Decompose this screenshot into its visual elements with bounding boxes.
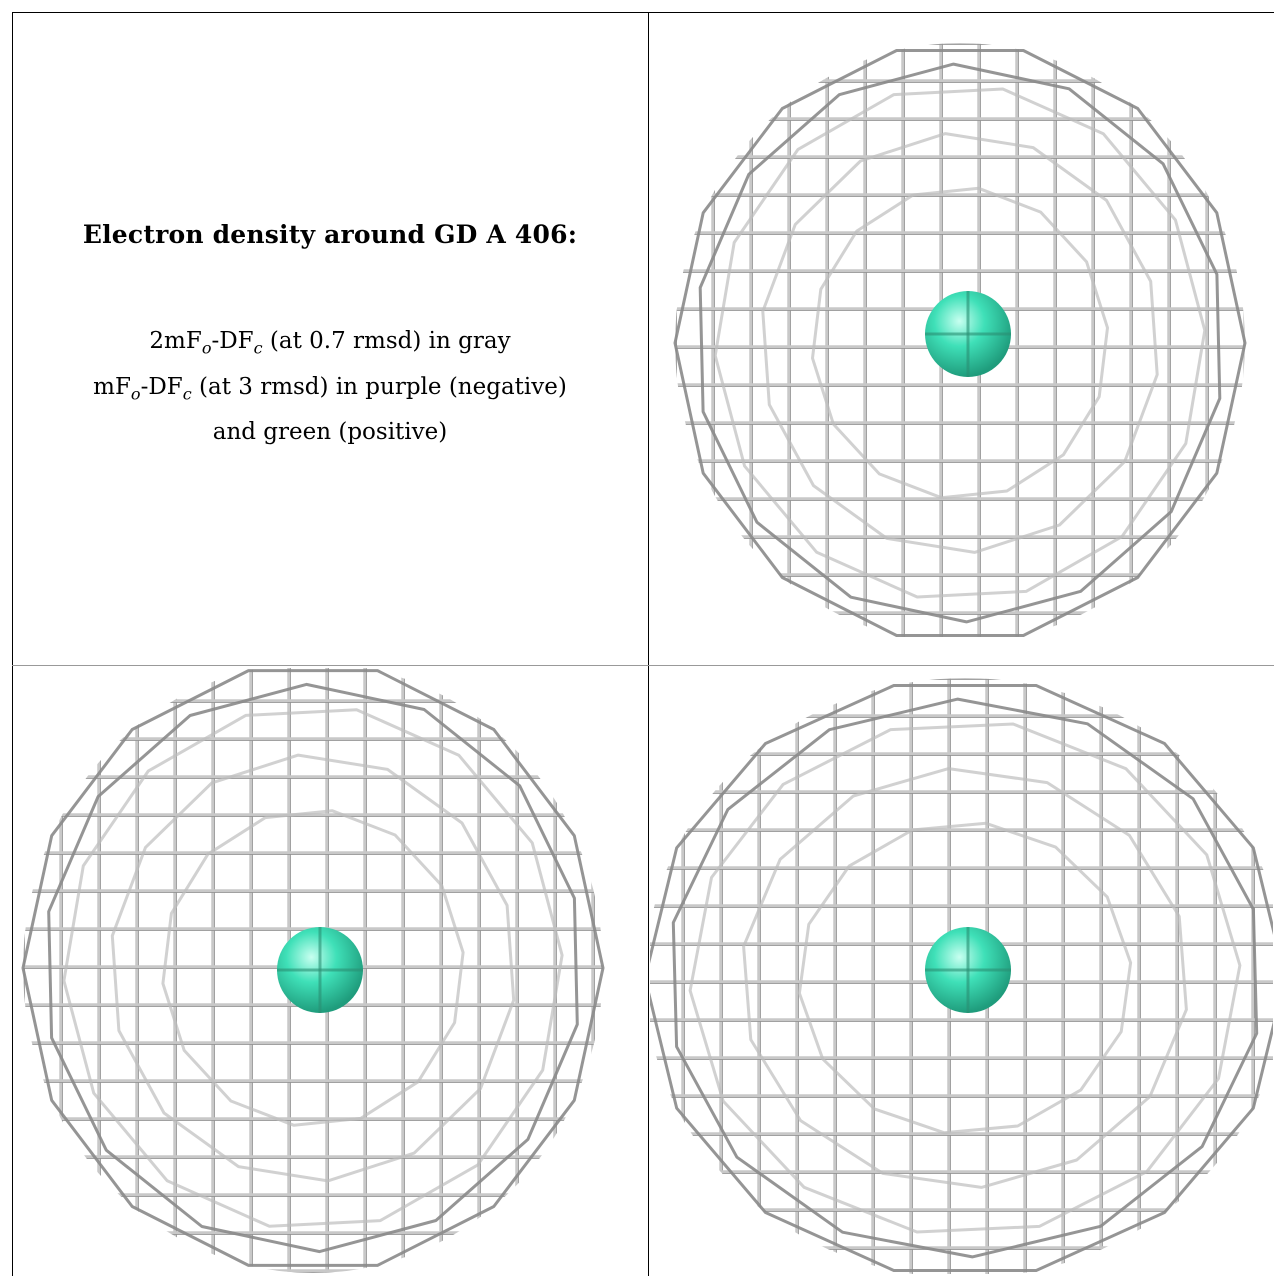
mesh-contour <box>650 684 1273 1272</box>
density-mesh-render <box>673 43 1247 637</box>
caption-line-1: 2mFo-DFc (at 0.7 rmsd) in gray <box>149 328 511 358</box>
caption-line-3: and green (positive) <box>212 419 448 446</box>
mesh-contour <box>671 697 1259 1259</box>
mesh-contour <box>713 87 1207 599</box>
view-bottom-left <box>13 668 647 1274</box>
caption-body: 2mFo-DFc (at 0.7 rmsd) in gray mFo-DFc (… <box>12 322 648 451</box>
caption-title: Electron density around GD A 406: <box>82 220 578 249</box>
frame-left <box>12 12 13 1276</box>
view-top-right <box>650 13 1273 637</box>
density-mesh-render <box>650 678 1273 1274</box>
mesh-contour <box>21 669 605 1267</box>
mesh-shells <box>673 49 1247 637</box>
mesh-contour <box>110 753 516 1183</box>
mesh-contour <box>161 809 465 1127</box>
density-mesh-render <box>21 668 605 1273</box>
mesh-shells <box>21 669 605 1267</box>
view-bottom-right <box>650 668 1273 1274</box>
frame-top <box>12 12 1274 13</box>
frame-middle <box>648 12 649 1276</box>
mesh-contour <box>811 186 1109 500</box>
mesh-contour <box>673 49 1247 637</box>
frame-row-divider <box>12 665 1274 666</box>
mesh-contour <box>761 132 1159 554</box>
mesh-contour <box>742 767 1188 1189</box>
mesh-contour <box>688 722 1242 1234</box>
caption-line-2: mFo-DFc (at 3 rmsd) in purple (negative) <box>93 373 567 404</box>
mesh-contour <box>47 682 579 1254</box>
mesh-contour <box>698 62 1222 624</box>
caption-panel: Electron density around GD A 406: 2mFo-D… <box>12 12 648 664</box>
mesh-contour <box>62 708 564 1228</box>
mesh-contour <box>797 821 1133 1135</box>
mesh-shells <box>650 684 1273 1272</box>
